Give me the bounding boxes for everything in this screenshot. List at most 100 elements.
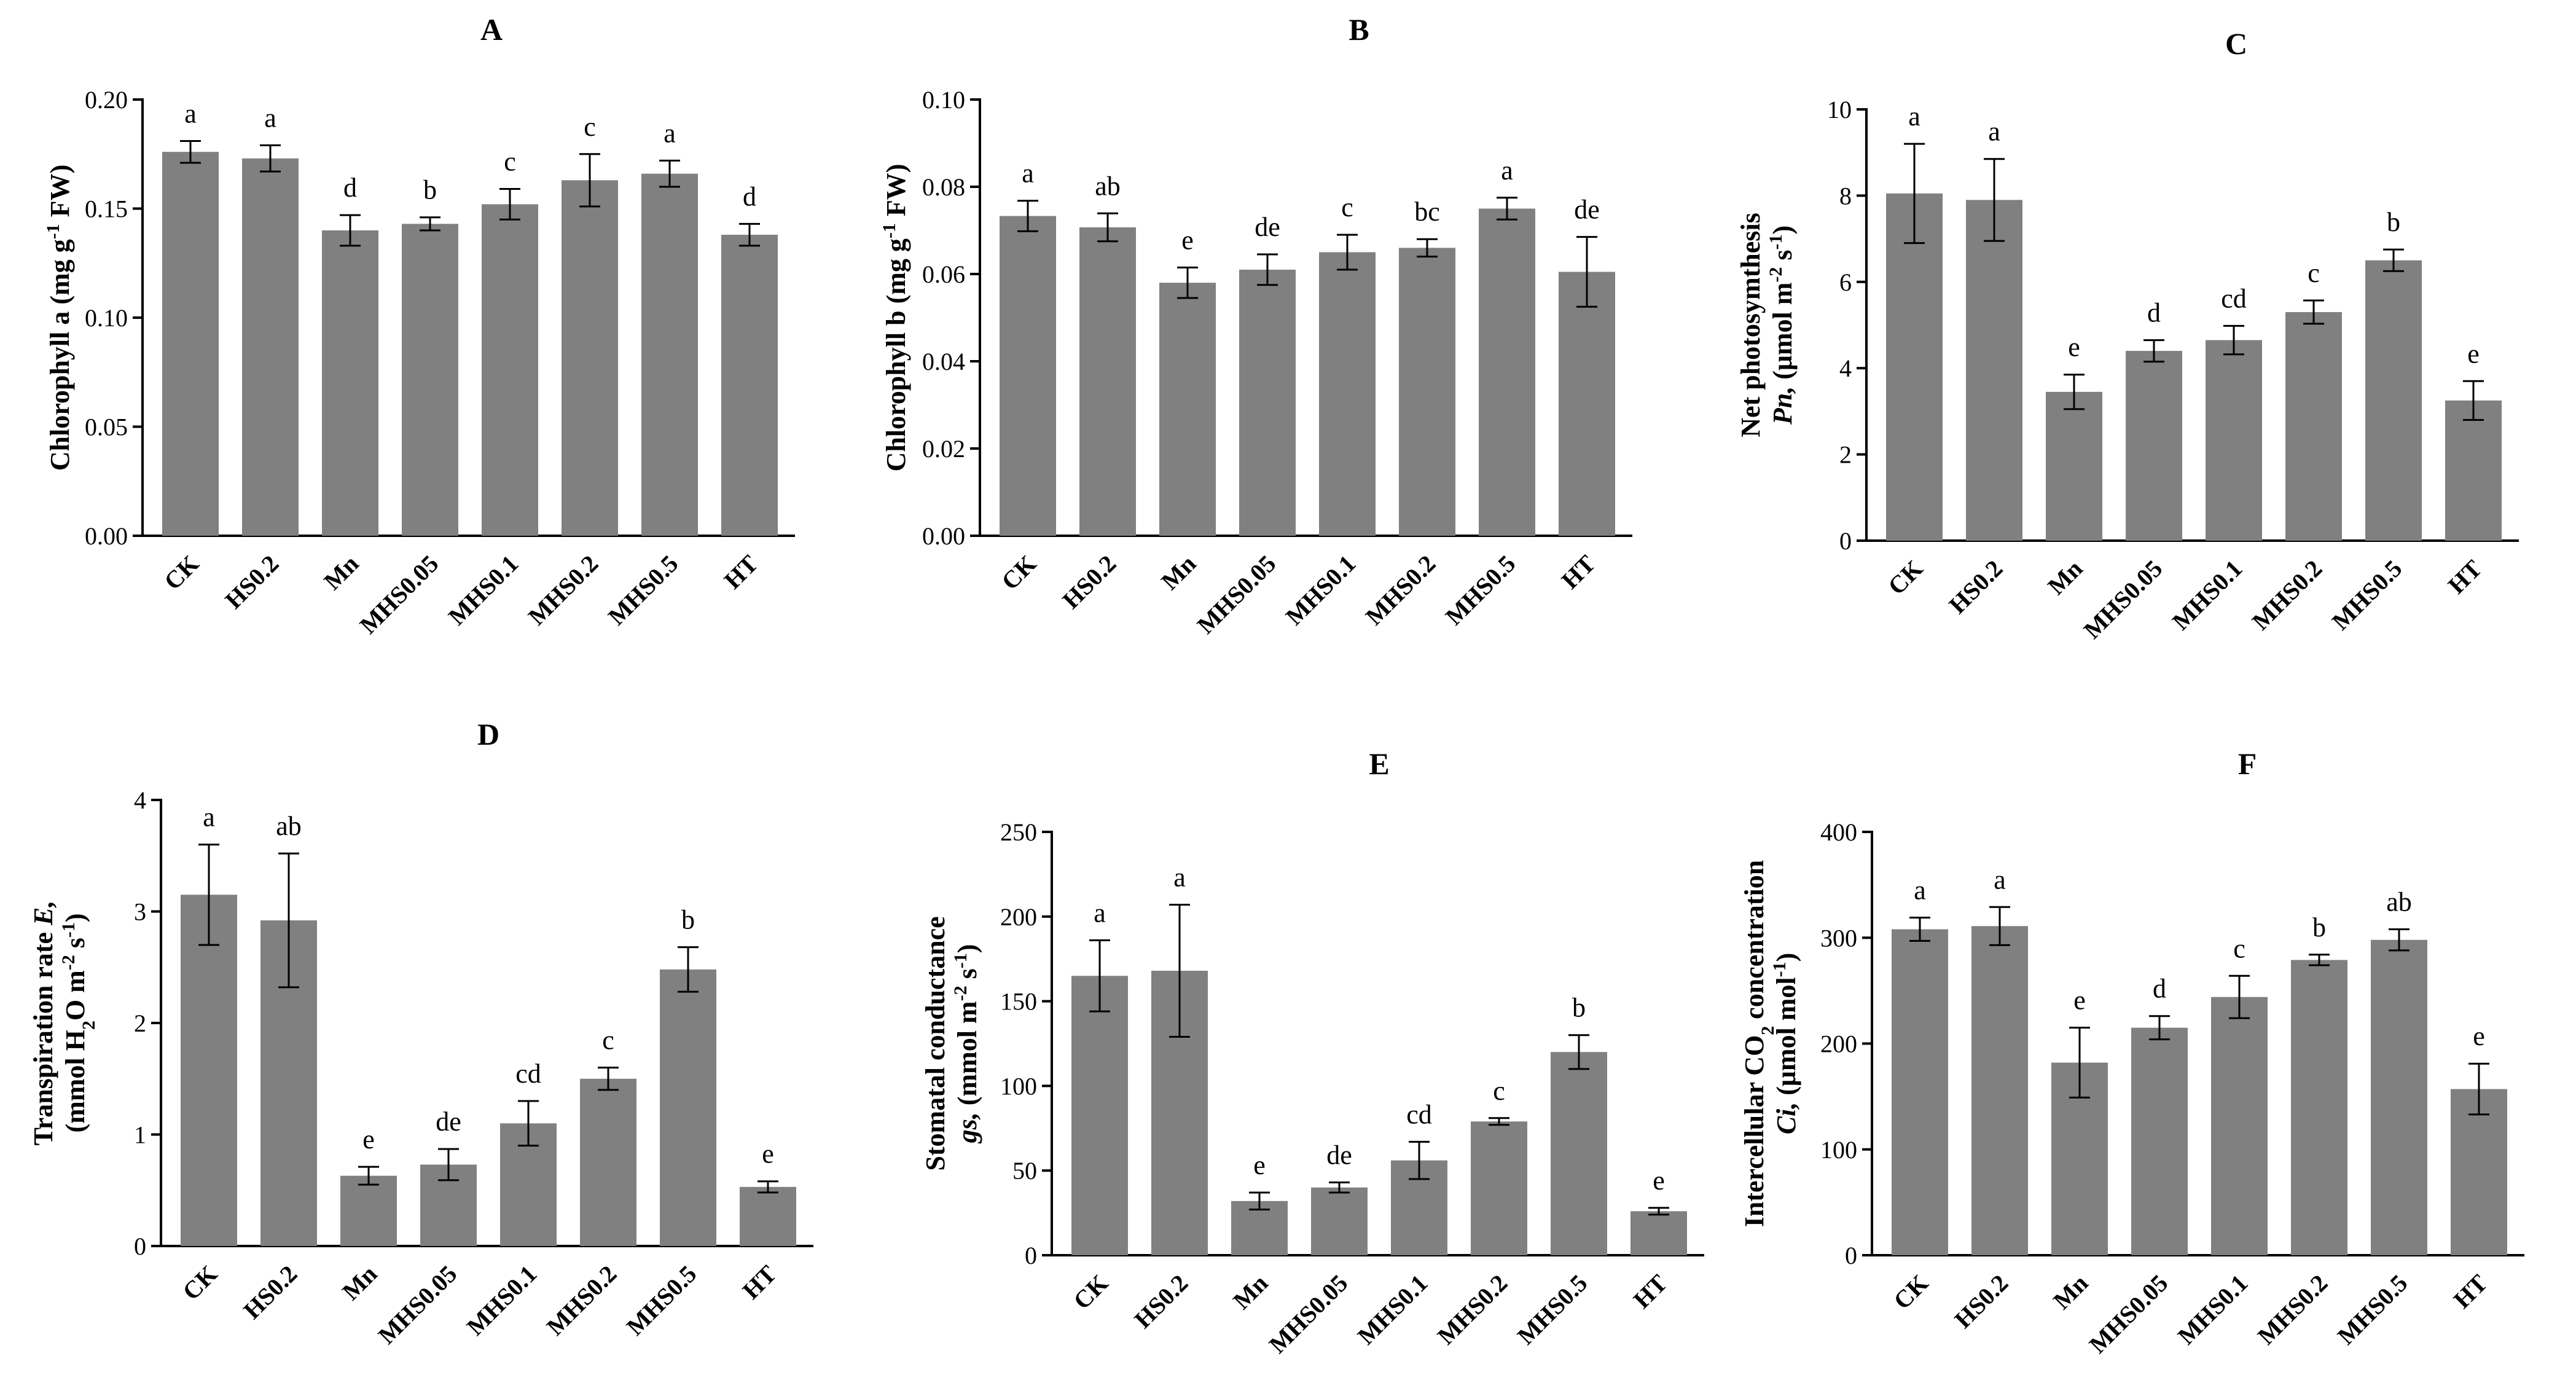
bar xyxy=(2206,340,2262,541)
bar xyxy=(2445,400,2502,541)
y-tick-label: 250 xyxy=(1000,818,1037,846)
y-tick-label: 6 xyxy=(1839,268,1852,296)
y-tick-label: 150 xyxy=(1000,988,1037,1016)
y-tick-label: 1 xyxy=(134,1121,146,1149)
y-tick-label: 200 xyxy=(1820,1030,1857,1058)
ylabel-run: Transpiration rate xyxy=(28,925,58,1146)
y-tick-label: 100 xyxy=(1820,1136,1857,1164)
significance-letter: c xyxy=(2308,258,2320,288)
ylabel-run: E, xyxy=(28,901,58,926)
ylabel-run: (mmol H xyxy=(60,1030,90,1132)
significance-letter: a xyxy=(1988,117,2000,147)
y-axis-label: Net photosymthesis xyxy=(1736,213,1766,437)
y-tick-label: 10 xyxy=(1827,96,1852,123)
significance-letter: b xyxy=(423,175,437,205)
bar xyxy=(162,152,219,536)
significance-letter: a xyxy=(1914,876,1926,906)
bar xyxy=(1159,283,1216,536)
ylabel-run: s xyxy=(952,968,982,986)
ylabel-run: Ci, xyxy=(1771,1102,1801,1135)
ylabel-run: (μmol m xyxy=(1768,283,1798,386)
ylabel-run: -1 xyxy=(950,953,971,968)
y-axis-label: (mmol H2O m-2 s-1) xyxy=(58,913,99,1132)
significance-letter: e xyxy=(2073,986,2086,1016)
ylabel-run: s xyxy=(60,938,90,955)
ylabel-run: ) xyxy=(952,944,982,954)
significance-letter: e xyxy=(1253,1150,1266,1180)
significance-letter: e xyxy=(362,1124,375,1154)
bar xyxy=(2285,312,2342,541)
bar xyxy=(1479,208,1535,536)
ylabel-run: O m xyxy=(60,970,90,1021)
significance-letter: ab xyxy=(276,811,302,841)
bar xyxy=(1000,216,1056,536)
y-tick-label: 200 xyxy=(1000,903,1037,931)
y-tick-label: 0.20 xyxy=(85,86,128,114)
bar xyxy=(402,224,458,536)
y-tick-label: 0.10 xyxy=(922,86,965,114)
y-tick-label: 50 xyxy=(1012,1157,1037,1185)
bar xyxy=(2291,960,2347,1255)
y-axis-label: Stomatal conductance xyxy=(920,916,950,1170)
y-tick-label: 0.15 xyxy=(85,195,128,223)
ylabel-run: concentration xyxy=(1739,860,1769,1026)
significance-letter: a xyxy=(184,98,197,128)
bar xyxy=(660,969,716,1246)
significance-letter: c xyxy=(504,147,516,177)
significance-letter: de xyxy=(1326,1140,1352,1170)
y-axis-label: gs, (mmol m-2 s-1) xyxy=(950,944,983,1144)
y-tick-label: 400 xyxy=(1820,818,1857,846)
significance-letter: b xyxy=(2387,207,2400,237)
bar xyxy=(562,180,618,536)
bar xyxy=(181,895,237,1246)
ylabel-run: 2 xyxy=(1758,1026,1778,1035)
bar xyxy=(1559,272,1615,536)
significance-letter: cd xyxy=(2221,283,2247,313)
significance-letter: e xyxy=(2473,1021,2485,1051)
bar xyxy=(721,235,778,536)
significance-letter: b xyxy=(681,905,695,935)
significance-letter: e xyxy=(2467,339,2480,369)
y-tick-label: 300 xyxy=(1820,924,1857,952)
bar xyxy=(340,1175,397,1246)
y-tick-label: 3 xyxy=(134,898,146,926)
y-tick-label: 0.05 xyxy=(85,413,128,441)
bar xyxy=(2365,260,2422,541)
y-tick-label: 0 xyxy=(1839,527,1852,555)
ylabel-run: (μmol mol xyxy=(1771,977,1801,1102)
ylabel-run: s xyxy=(1768,250,1798,267)
y-tick-label: 0.00 xyxy=(922,522,965,550)
ylabel-run: 2 xyxy=(79,1021,99,1030)
bar xyxy=(2211,997,2268,1255)
significance-letter: a xyxy=(1022,159,1034,189)
ylabel-run: -1 xyxy=(1769,962,1790,977)
y-tick-label: 8 xyxy=(1839,182,1852,210)
ylabel-run: FW) xyxy=(881,164,911,224)
panel-title: A xyxy=(480,12,503,47)
significance-letter: d xyxy=(743,181,756,211)
bar xyxy=(1239,269,1296,536)
y-axis-label: Chlorophyll a (mg g-1 FW) xyxy=(43,165,76,471)
bar xyxy=(322,230,378,536)
significance-letter: ab xyxy=(1095,171,1121,201)
bar xyxy=(580,1078,636,1246)
panel-title: D xyxy=(477,717,499,751)
bar xyxy=(1551,1052,1607,1255)
y-axis-label: Chlorophyll b (mg g-1 FW) xyxy=(879,164,912,472)
significance-letter: a xyxy=(1173,863,1186,893)
y-tick-label: 0.08 xyxy=(922,173,965,201)
ylabel-run: Intercellular CO xyxy=(1739,1035,1769,1227)
ylabel-run: Chlorophyll a (mg g xyxy=(45,239,75,471)
significance-letter: ab xyxy=(2386,887,2412,917)
y-axis-label: Intercellular CO2 concentration xyxy=(1739,860,1778,1228)
bar xyxy=(1311,1187,1368,1255)
significance-letter: c xyxy=(584,112,596,142)
bar xyxy=(641,173,698,536)
significance-letter: a xyxy=(1094,898,1106,928)
significance-letter: a xyxy=(264,103,276,133)
significance-letter: a xyxy=(1908,101,1920,131)
ylabel-run: -1 xyxy=(1766,235,1786,250)
bar xyxy=(1966,200,2022,541)
bar xyxy=(482,204,538,536)
bar xyxy=(1971,926,2028,1255)
